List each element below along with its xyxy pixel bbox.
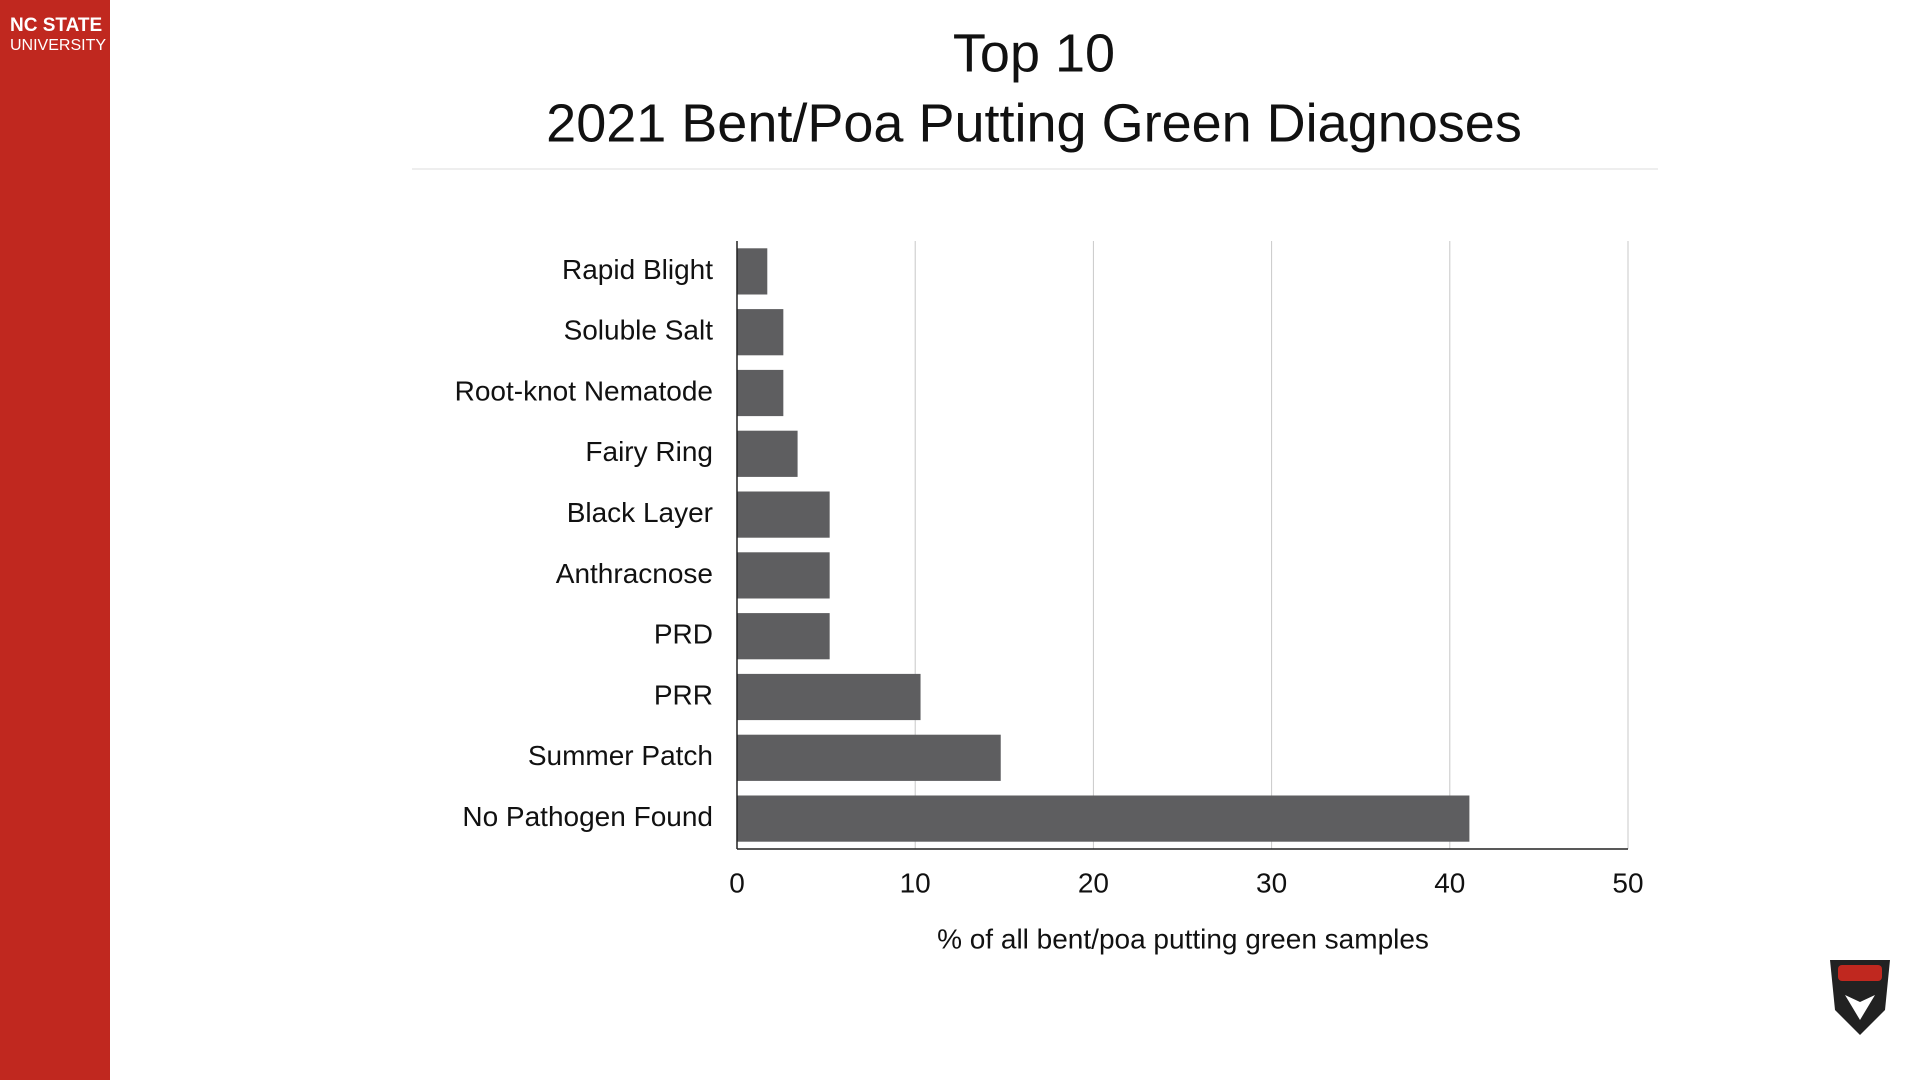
brand-line2: UNIVERSITY: [10, 37, 106, 54]
bar: [737, 491, 830, 538]
brand-line1: NC STATE: [10, 15, 102, 36]
y-tick-label: Rapid Blight: [562, 254, 713, 285]
bar: [737, 248, 768, 295]
mascot: [1830, 960, 1890, 1035]
bar: [737, 552, 830, 599]
bar: [737, 795, 1470, 842]
y-tick-label: Summer Patch: [528, 740, 713, 771]
x-tick-label: 0: [729, 867, 745, 898]
bar: [737, 309, 784, 356]
y-tick-label: Anthracnose: [556, 558, 713, 589]
y-tick-label: PRD: [654, 619, 713, 650]
y-tick-label: Root-knot Nematode: [455, 375, 713, 406]
y-tick-label: Fairy Ring: [585, 436, 713, 467]
bar: [737, 369, 784, 417]
chart-title: Top 10: [953, 23, 1115, 83]
x-tick-label: 20: [1078, 867, 1109, 898]
x-tick-label: 10: [900, 867, 931, 898]
y-tick-label: Black Layer: [567, 497, 713, 528]
bar: [737, 430, 798, 477]
sidebar: [0, 0, 110, 1080]
x-tick-label: 40: [1434, 867, 1465, 898]
bar: [737, 734, 1001, 781]
bar: [737, 613, 830, 660]
y-tick-label: PRR: [654, 679, 713, 710]
chart-subtitle: 2021 Bent/Poa Putting Green Diagnoses: [546, 93, 1522, 153]
x-tick-label: 30: [1256, 867, 1287, 898]
x-axis-label: % of all bent/poa putting green samples: [937, 923, 1429, 954]
x-tick-label: 50: [1612, 867, 1643, 898]
y-tick-label: Soluble Salt: [564, 315, 714, 346]
y-tick-label: No Pathogen Found: [462, 801, 713, 832]
bar: [737, 673, 921, 721]
